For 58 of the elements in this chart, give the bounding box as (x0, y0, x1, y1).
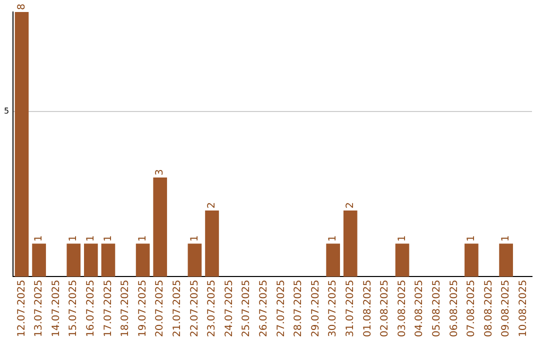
data-label: 1 (137, 235, 148, 242)
x-tick-label: 19.07.2025 (137, 280, 148, 338)
x-tick-label: 08.08.2025 (483, 280, 494, 338)
x-tick-label: 17.07.2025 (102, 280, 114, 338)
bar (343, 210, 358, 277)
x-tick-label: 21.07.2025 (172, 280, 184, 338)
x-tick-label: 02.08.2025 (380, 280, 391, 338)
x-tick-label: 27.07.2025 (276, 280, 287, 338)
bar (395, 244, 410, 277)
x-tick-label: 07.08.2025 (466, 280, 478, 338)
bar (32, 244, 46, 277)
y-tick-label: 5 (4, 106, 10, 116)
data-label: 1 (86, 235, 97, 242)
x-tick-label: 16.07.2025 (86, 280, 97, 338)
data-label: 1 (68, 235, 80, 242)
x-tick-label: 20.07.2025 (154, 280, 166, 338)
x-tick-label: 22.07.2025 (189, 280, 200, 338)
bar (326, 244, 340, 277)
data-label: 1 (396, 235, 408, 242)
data-label: 8 (16, 4, 28, 10)
data-label: 2 (344, 202, 356, 209)
data-label: 1 (189, 235, 200, 242)
data-label: 1 (102, 235, 114, 242)
x-tick-label: 14.07.2025 (50, 280, 62, 338)
data-label: 2 (206, 202, 218, 209)
x-tick-label: 15.07.2025 (68, 280, 80, 338)
x-tick-label: 28.07.2025 (293, 280, 304, 338)
bar (188, 244, 202, 277)
bar (153, 177, 168, 277)
x-tick-label: 31.07.2025 (344, 280, 356, 338)
x-tick-label: 03.08.2025 (396, 280, 408, 338)
x-tick-label: 24.07.2025 (224, 280, 235, 338)
bar (101, 244, 116, 277)
data-label: 3 (154, 169, 166, 176)
x-tick-label: 25.07.2025 (241, 280, 252, 338)
x-tick-label: 10.08.2025 (518, 280, 529, 338)
x-tick-label: 30.07.2025 (328, 280, 339, 338)
bar (464, 244, 478, 277)
x-tick-label: 05.08.2025 (431, 280, 442, 338)
data-label: 1 (328, 235, 339, 242)
bar (499, 244, 513, 277)
bar (136, 244, 150, 277)
bar (84, 244, 98, 277)
x-tick-label: 12.07.2025 (16, 280, 28, 338)
x-tick-label: 04.08.2025 (414, 280, 426, 338)
x-tick-label: 26.07.2025 (258, 280, 270, 338)
x-tick-label: 13.07.2025 (34, 280, 45, 338)
x-tick-label: 29.07.2025 (310, 280, 322, 338)
data-label: 1 (34, 235, 45, 242)
data-label: 1 (466, 235, 478, 242)
bar (205, 210, 219, 277)
x-tick-label: 23.07.2025 (206, 280, 218, 338)
x-tick-label: 18.07.2025 (120, 280, 132, 338)
x-tick-label: 09.08.2025 (500, 280, 512, 338)
x-tick-label: 01.08.2025 (362, 280, 374, 338)
data-label: 1 (500, 235, 512, 242)
bar (66, 244, 81, 277)
x-tick-label: 06.08.2025 (448, 280, 460, 338)
